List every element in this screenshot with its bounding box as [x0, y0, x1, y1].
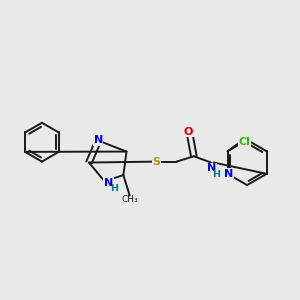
Text: N: N	[94, 135, 103, 145]
Text: CH₃: CH₃	[121, 195, 138, 204]
Text: S: S	[152, 157, 160, 166]
Text: H: H	[110, 184, 118, 193]
Text: N: N	[207, 163, 216, 173]
Text: H: H	[212, 170, 220, 179]
Text: Cl: Cl	[238, 137, 250, 147]
Text: O: O	[184, 127, 193, 136]
Text: N: N	[224, 169, 233, 179]
Text: N: N	[104, 178, 113, 188]
